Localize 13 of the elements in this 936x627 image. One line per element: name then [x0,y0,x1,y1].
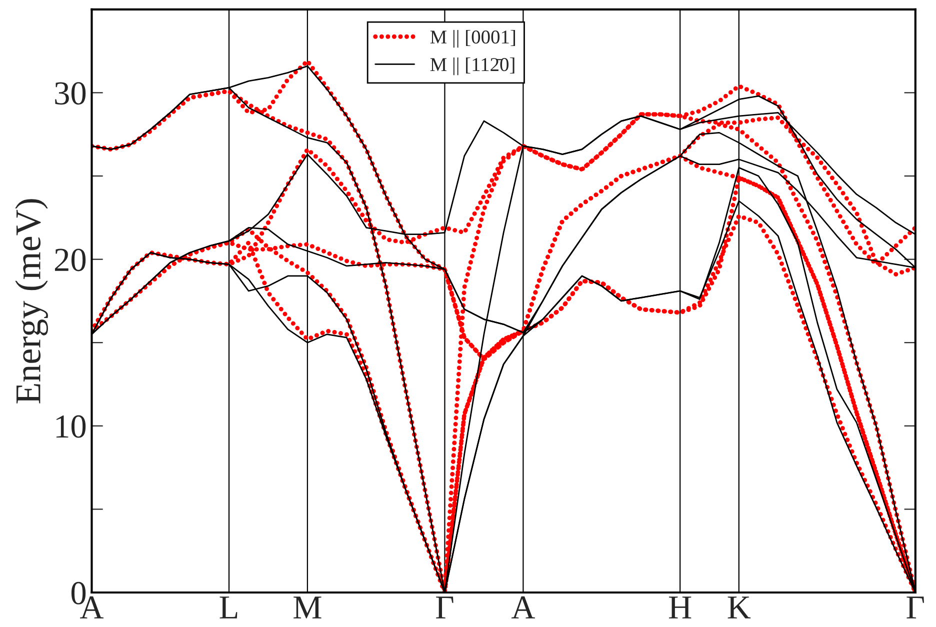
x-tick-label: M [294,596,322,618]
x-tick-label: H [668,596,692,618]
x-tick-label: Γ [436,596,454,618]
y-tick-label: 20 [54,248,86,272]
x-tick-label: L [220,596,238,618]
x-tick-label: K [728,596,751,618]
legend-label: M || [112̄0] [430,57,514,76]
y-axis-title: Energy (meV) [15,199,48,404]
y-tick-label: 30 [55,82,86,105]
y-tick-label: 10 [56,415,86,438]
x-tick-label: A [511,596,535,618]
x-tick-label: Γ [906,596,924,618]
legend-label: M || [0001] [430,30,516,48]
